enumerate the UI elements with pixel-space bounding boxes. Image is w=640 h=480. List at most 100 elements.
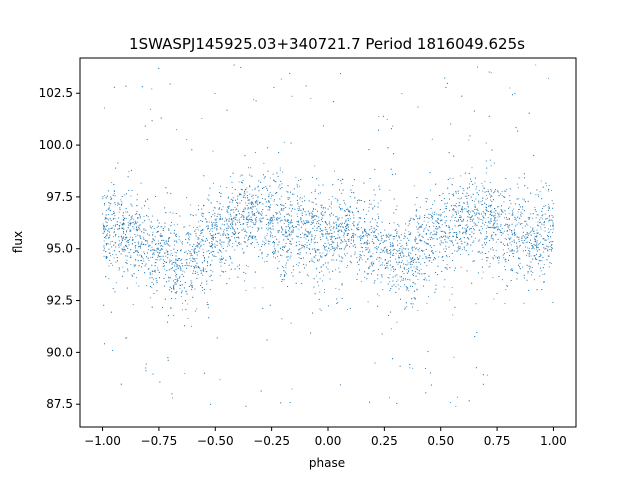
data-point bbox=[408, 239, 410, 241]
data-point bbox=[182, 302, 184, 304]
data-point bbox=[362, 251, 364, 253]
data-point bbox=[485, 142, 487, 144]
data-point bbox=[551, 247, 553, 249]
data-point bbox=[482, 190, 484, 192]
data-point bbox=[333, 259, 335, 261]
data-point bbox=[381, 221, 383, 223]
data-point bbox=[467, 243, 469, 245]
data-point bbox=[537, 225, 540, 227]
data-point bbox=[211, 254, 214, 256]
data-point bbox=[531, 267, 533, 269]
data-point bbox=[153, 228, 155, 230]
data-point bbox=[412, 281, 414, 284]
data-point bbox=[102, 223, 104, 225]
data-point bbox=[226, 187, 228, 189]
data-point bbox=[160, 258, 162, 260]
data-point bbox=[457, 210, 459, 212]
data-point bbox=[530, 213, 532, 215]
data-point bbox=[295, 226, 297, 228]
data-point bbox=[396, 280, 398, 282]
data-point bbox=[186, 197, 188, 199]
data-point bbox=[507, 248, 510, 250]
data-point bbox=[261, 243, 263, 246]
data-point bbox=[232, 197, 234, 199]
data-point bbox=[460, 175, 462, 177]
data-point bbox=[140, 260, 143, 262]
data-point bbox=[228, 244, 230, 246]
data-point bbox=[491, 227, 493, 229]
data-point bbox=[221, 255, 223, 257]
data-point bbox=[103, 245, 105, 247]
data-point bbox=[103, 231, 105, 233]
data-point bbox=[196, 271, 198, 273]
data-point bbox=[321, 229, 323, 232]
data-point bbox=[402, 247, 404, 249]
data-point bbox=[460, 266, 462, 268]
data-point bbox=[130, 230, 132, 232]
data-point bbox=[433, 225, 435, 227]
data-point bbox=[520, 211, 522, 213]
data-point bbox=[144, 265, 146, 267]
data-point bbox=[382, 262, 384, 264]
data-point bbox=[260, 245, 263, 247]
data-point bbox=[386, 240, 388, 242]
data-point bbox=[179, 284, 181, 286]
data-point bbox=[399, 265, 401, 267]
data-point bbox=[168, 244, 170, 246]
data-point bbox=[392, 266, 394, 268]
data-point bbox=[186, 263, 188, 265]
data-point bbox=[498, 256, 500, 258]
data-point bbox=[516, 245, 518, 247]
data-point bbox=[341, 231, 343, 233]
data-point bbox=[318, 216, 320, 218]
data-point bbox=[132, 239, 134, 241]
data-point bbox=[483, 212, 485, 214]
data-point bbox=[119, 222, 121, 224]
data-point bbox=[113, 228, 116, 230]
data-point bbox=[518, 208, 520, 210]
data-point bbox=[210, 229, 212, 231]
data-point bbox=[197, 204, 200, 207]
data-point bbox=[397, 263, 399, 265]
data-point bbox=[238, 194, 241, 196]
data-point bbox=[207, 228, 209, 230]
data-point bbox=[289, 227, 291, 229]
data-point bbox=[336, 198, 338, 200]
data-point bbox=[430, 250, 432, 252]
data-point bbox=[547, 250, 549, 252]
data-point bbox=[542, 273, 544, 276]
data-point bbox=[413, 266, 415, 268]
data-point bbox=[224, 270, 227, 272]
data-point bbox=[242, 214, 244, 216]
data-point bbox=[485, 227, 487, 229]
data-point bbox=[505, 239, 508, 241]
data-point bbox=[349, 218, 352, 220]
data-point bbox=[281, 195, 283, 197]
data-point bbox=[314, 165, 316, 167]
data-point bbox=[311, 192, 313, 194]
data-point bbox=[440, 244, 442, 246]
data-point bbox=[337, 245, 339, 247]
data-point bbox=[190, 260, 192, 262]
data-point bbox=[266, 235, 268, 237]
data-point bbox=[199, 225, 201, 227]
data-point bbox=[290, 221, 292, 223]
data-point bbox=[440, 240, 442, 242]
data-point bbox=[161, 235, 163, 237]
data-point bbox=[421, 240, 423, 242]
data-point bbox=[442, 242, 444, 244]
data-point bbox=[461, 95, 463, 97]
data-point bbox=[322, 264, 324, 266]
data-point bbox=[150, 226, 152, 228]
data-point bbox=[281, 234, 284, 236]
data-point bbox=[180, 249, 182, 251]
data-point bbox=[544, 273, 546, 275]
data-point bbox=[298, 243, 300, 245]
data-point bbox=[324, 229, 326, 231]
data-point bbox=[478, 229, 480, 231]
data-point bbox=[423, 220, 425, 222]
data-point bbox=[524, 225, 526, 227]
data-point bbox=[542, 186, 544, 188]
data-point bbox=[498, 195, 500, 197]
data-point bbox=[167, 239, 170, 241]
